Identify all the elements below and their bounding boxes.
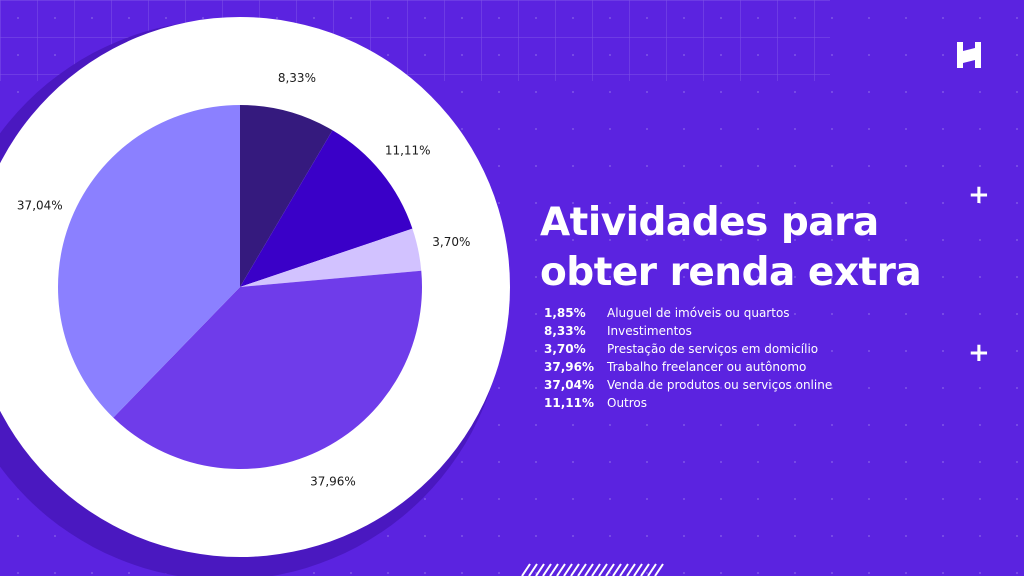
title-line: Atividades para bbox=[540, 200, 879, 245]
slice-label: 37,96% bbox=[310, 474, 356, 488]
legend-item: 1,85% Aluguel de imóveis ou quartos bbox=[544, 304, 832, 322]
slice-label: 8,33% bbox=[278, 71, 316, 85]
legend-value: 37,96% bbox=[544, 360, 594, 374]
legend-label: Aluguel de imóveis ou quartos bbox=[607, 306, 790, 320]
legend-label: Investimentos bbox=[607, 324, 692, 338]
legend-label: Prestação de serviços em domicílio bbox=[607, 342, 819, 356]
legend-item: 37,04% Venda de produtos ou serviços onli… bbox=[544, 376, 832, 394]
legend: 1,85% Aluguel de imóveis ou quartos 8,33%… bbox=[544, 304, 832, 412]
legend-value: 8,33% bbox=[544, 324, 586, 338]
legend-item: 8,33% Investimentos bbox=[544, 322, 832, 340]
stripe-decoration bbox=[521, 563, 664, 576]
h-logo-icon bbox=[957, 42, 981, 68]
pie-slice bbox=[240, 105, 333, 287]
legend-value: 37,04% bbox=[544, 378, 594, 392]
legend-value: 11,11% bbox=[544, 396, 594, 410]
pie-slices bbox=[57, 105, 423, 470]
pie-slice bbox=[240, 130, 413, 287]
plus-icon: + bbox=[968, 180, 990, 210]
slice-label: 11,11% bbox=[385, 143, 431, 157]
legend-label: Trabalho freelancer ou autônomo bbox=[607, 360, 807, 374]
legend-label: Outros bbox=[607, 396, 648, 410]
legend-value: 3,70% bbox=[544, 342, 586, 356]
plus-icon: + bbox=[968, 338, 990, 368]
pie-slice-labels: 8,33% 11,11% 3,70% 37,96% 37,04% bbox=[17, 71, 470, 488]
legend-item: 37,96% Trabalho freelancer ou autônomo bbox=[544, 358, 832, 376]
pie-slice bbox=[113, 270, 423, 470]
pie-slice bbox=[240, 228, 422, 287]
slice-label: 3,70% bbox=[432, 235, 470, 249]
chart-title: Atividades para obter renda extra bbox=[540, 198, 960, 298]
legend-label: Venda de produtos ou serviços online bbox=[607, 378, 833, 392]
pie-slice bbox=[57, 105, 240, 418]
legend-item: 11,11% Outros bbox=[544, 394, 832, 412]
slice-label: 37,04% bbox=[17, 198, 63, 212]
legend-item: 3,70% Prestação de serviços em domicílio bbox=[544, 340, 832, 358]
legend-value: 1,85% bbox=[544, 306, 586, 320]
title-line: obter renda extra bbox=[540, 250, 922, 295]
